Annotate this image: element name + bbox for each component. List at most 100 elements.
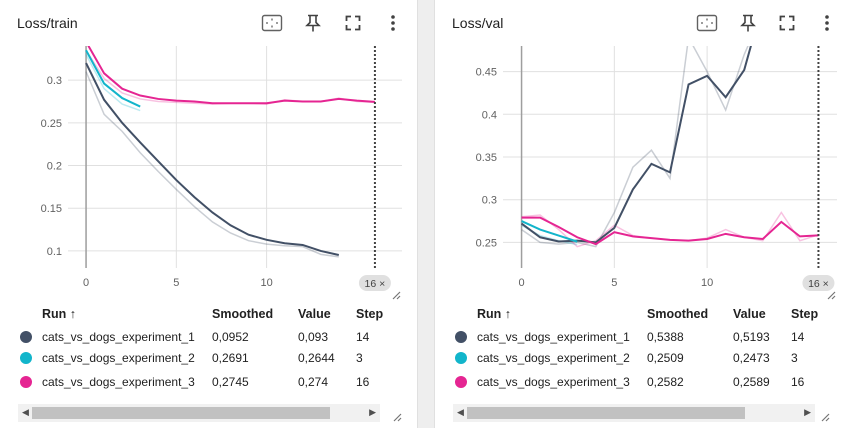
- resize-handle-icon[interactable]: [392, 412, 402, 422]
- y-tick-label: 0.3: [47, 75, 62, 87]
- run-color-dot: [455, 376, 467, 388]
- table-row[interactable]: cats_vs_dogs_experiment_2 0,2509 0,2473 …: [435, 347, 843, 369]
- x-tick-label: 10: [701, 277, 713, 289]
- resize-handle-icon[interactable]: [820, 412, 830, 422]
- run-name: cats_vs_dogs_experiment_3: [477, 375, 630, 389]
- series-group: [520, 46, 819, 248]
- pin-icon: [305, 14, 321, 32]
- fit-domain-button[interactable]: [694, 10, 720, 36]
- table-header: Run ↑ Smoothed Value Step: [0, 303, 418, 325]
- x-tick-label: 0: [518, 277, 524, 289]
- run-name: cats_vs_dogs_experiment_1: [477, 330, 630, 344]
- run-name: cats_vs_dogs_experiment_2: [42, 351, 195, 365]
- pin-icon: [740, 14, 756, 32]
- horizontal-scrollbar[interactable]: ◀ ▶: [18, 404, 380, 422]
- y-tick-label: 0.4: [482, 109, 497, 121]
- col-run-header[interactable]: Run ↑: [477, 307, 512, 321]
- more-vert-icon: [825, 15, 829, 31]
- y-tick-label: 0.35: [476, 152, 497, 164]
- col-step-header[interactable]: Step: [356, 307, 384, 321]
- more-vert-icon: [391, 15, 395, 31]
- loss-val-card: Loss/val 0.25 0.3 0.35 0.4 0.45 0 5 10 16 × Run …: [434, 0, 843, 428]
- step-value: 14: [356, 330, 370, 344]
- series-raw-line: [85, 49, 375, 105]
- col-smoothed-header[interactable]: Smoothed: [212, 307, 274, 321]
- more-options-button[interactable]: [814, 10, 840, 36]
- smoothed-value: 0,0952: [212, 330, 249, 344]
- series-smoothed-line: [85, 62, 340, 256]
- fullscreen-button[interactable]: [774, 10, 800, 36]
- smoothed-value: 0,2582: [647, 375, 684, 389]
- scroll-left-icon[interactable]: ◀: [457, 407, 464, 417]
- y-tick-label: 0.25: [476, 237, 497, 249]
- table-row[interactable]: cats_vs_dogs_experiment_3 0,2582 0,2589 …: [435, 371, 843, 393]
- fit-domain-icon: [696, 14, 718, 32]
- horizontal-scrollbar[interactable]: ◀ ▶: [453, 404, 815, 422]
- table-row[interactable]: cats_vs_dogs_experiment_1 0,0952 0,093 1…: [0, 326, 418, 348]
- raw-value: 0,2589: [733, 375, 770, 389]
- fit-domain-button[interactable]: [259, 10, 285, 36]
- step-marker-badge: [802, 275, 835, 291]
- smoothed-value: 0,5388: [647, 330, 684, 344]
- x-tick-label: 5: [611, 277, 617, 289]
- pin-button[interactable]: [300, 10, 326, 36]
- x-tick-label: 5: [173, 277, 179, 289]
- col-smoothed-header[interactable]: Smoothed: [647, 307, 709, 321]
- smoothed-value: 0,2509: [647, 351, 684, 365]
- col-value-header[interactable]: Value: [298, 307, 331, 321]
- table-header: Run ↑ Smoothed Value Step: [435, 303, 843, 325]
- x-tick-label: 0: [83, 277, 89, 289]
- y-tick-label: 0.3: [482, 195, 497, 207]
- step-value: 16: [356, 375, 370, 389]
- step-value: 3: [791, 351, 798, 365]
- table-row[interactable]: cats_vs_dogs_experiment_3 0,2745 0,274 1…: [0, 371, 418, 393]
- y-tick-label: 0.2: [47, 161, 62, 173]
- scroll-right-icon[interactable]: ▶: [369, 407, 376, 417]
- loss-train-card: Loss/train 0.1 0.15 0.2 0.25 0.3 0 5 10 16 × Run…: [0, 0, 418, 428]
- y-tick-label: 0.45: [476, 67, 497, 79]
- fullscreen-icon: [345, 15, 361, 31]
- scrollbar-thumb[interactable]: [32, 407, 330, 419]
- y-tick-label: 0.15: [41, 203, 62, 215]
- series-smoothed-line: [520, 46, 752, 244]
- loss-train-plot[interactable]: 0.1 0.15 0.2 0.25 0.3 0 5 10 16 ×: [0, 0, 418, 300]
- run-color-dot: [20, 331, 32, 343]
- fit-domain-icon: [261, 14, 283, 32]
- chart-resize-icon[interactable]: [827, 291, 836, 300]
- series-smoothed-line: [87, 46, 375, 105]
- step-marker-label: 16 ×: [365, 278, 386, 290]
- card-title: Loss/val: [452, 15, 504, 31]
- raw-value: 0,2473: [733, 351, 770, 365]
- scroll-left-icon[interactable]: ◀: [22, 407, 29, 417]
- col-value-header[interactable]: Value: [733, 307, 766, 321]
- pin-button[interactable]: [735, 10, 761, 36]
- chart-resize-icon[interactable]: [392, 291, 401, 300]
- series-raw-line: [85, 71, 339, 258]
- run-color-dot: [20, 376, 32, 388]
- run-name: cats_vs_dogs_experiment_2: [477, 351, 630, 365]
- more-options-button[interactable]: [380, 10, 406, 36]
- raw-value: 0,5193: [733, 330, 770, 344]
- step-value: 3: [356, 351, 363, 365]
- fullscreen-button[interactable]: [340, 10, 366, 36]
- loss-val-plot[interactable]: 0.25 0.3 0.35 0.4 0.45 0 5 10 16 ×: [435, 0, 843, 300]
- raw-value: 0,274: [298, 375, 329, 389]
- run-name: cats_vs_dogs_experiment_1: [42, 330, 195, 344]
- series-group: [85, 46, 375, 258]
- scrollbar-thumb[interactable]: [467, 407, 745, 419]
- col-run-header[interactable]: Run ↑: [42, 307, 77, 321]
- run-color-dot: [20, 352, 32, 364]
- fullscreen-icon: [779, 15, 795, 31]
- smoothed-value: 0,2691: [212, 351, 249, 365]
- series-smoothed-line: [85, 49, 141, 108]
- col-step-header[interactable]: Step: [791, 307, 819, 321]
- table-row[interactable]: cats_vs_dogs_experiment_2 0,2691 0,2644 …: [0, 347, 418, 369]
- card-title: Loss/train: [17, 15, 78, 31]
- step-value: 14: [791, 330, 805, 344]
- scroll-right-icon[interactable]: ▶: [804, 407, 811, 417]
- table-row[interactable]: cats_vs_dogs_experiment_1 0,5388 0,5193 …: [435, 326, 843, 348]
- y-tick-label: 0.1: [47, 246, 62, 258]
- step-value: 16: [791, 375, 805, 389]
- raw-value: 0,093: [298, 330, 329, 344]
- smoothed-value: 0,2745: [212, 375, 249, 389]
